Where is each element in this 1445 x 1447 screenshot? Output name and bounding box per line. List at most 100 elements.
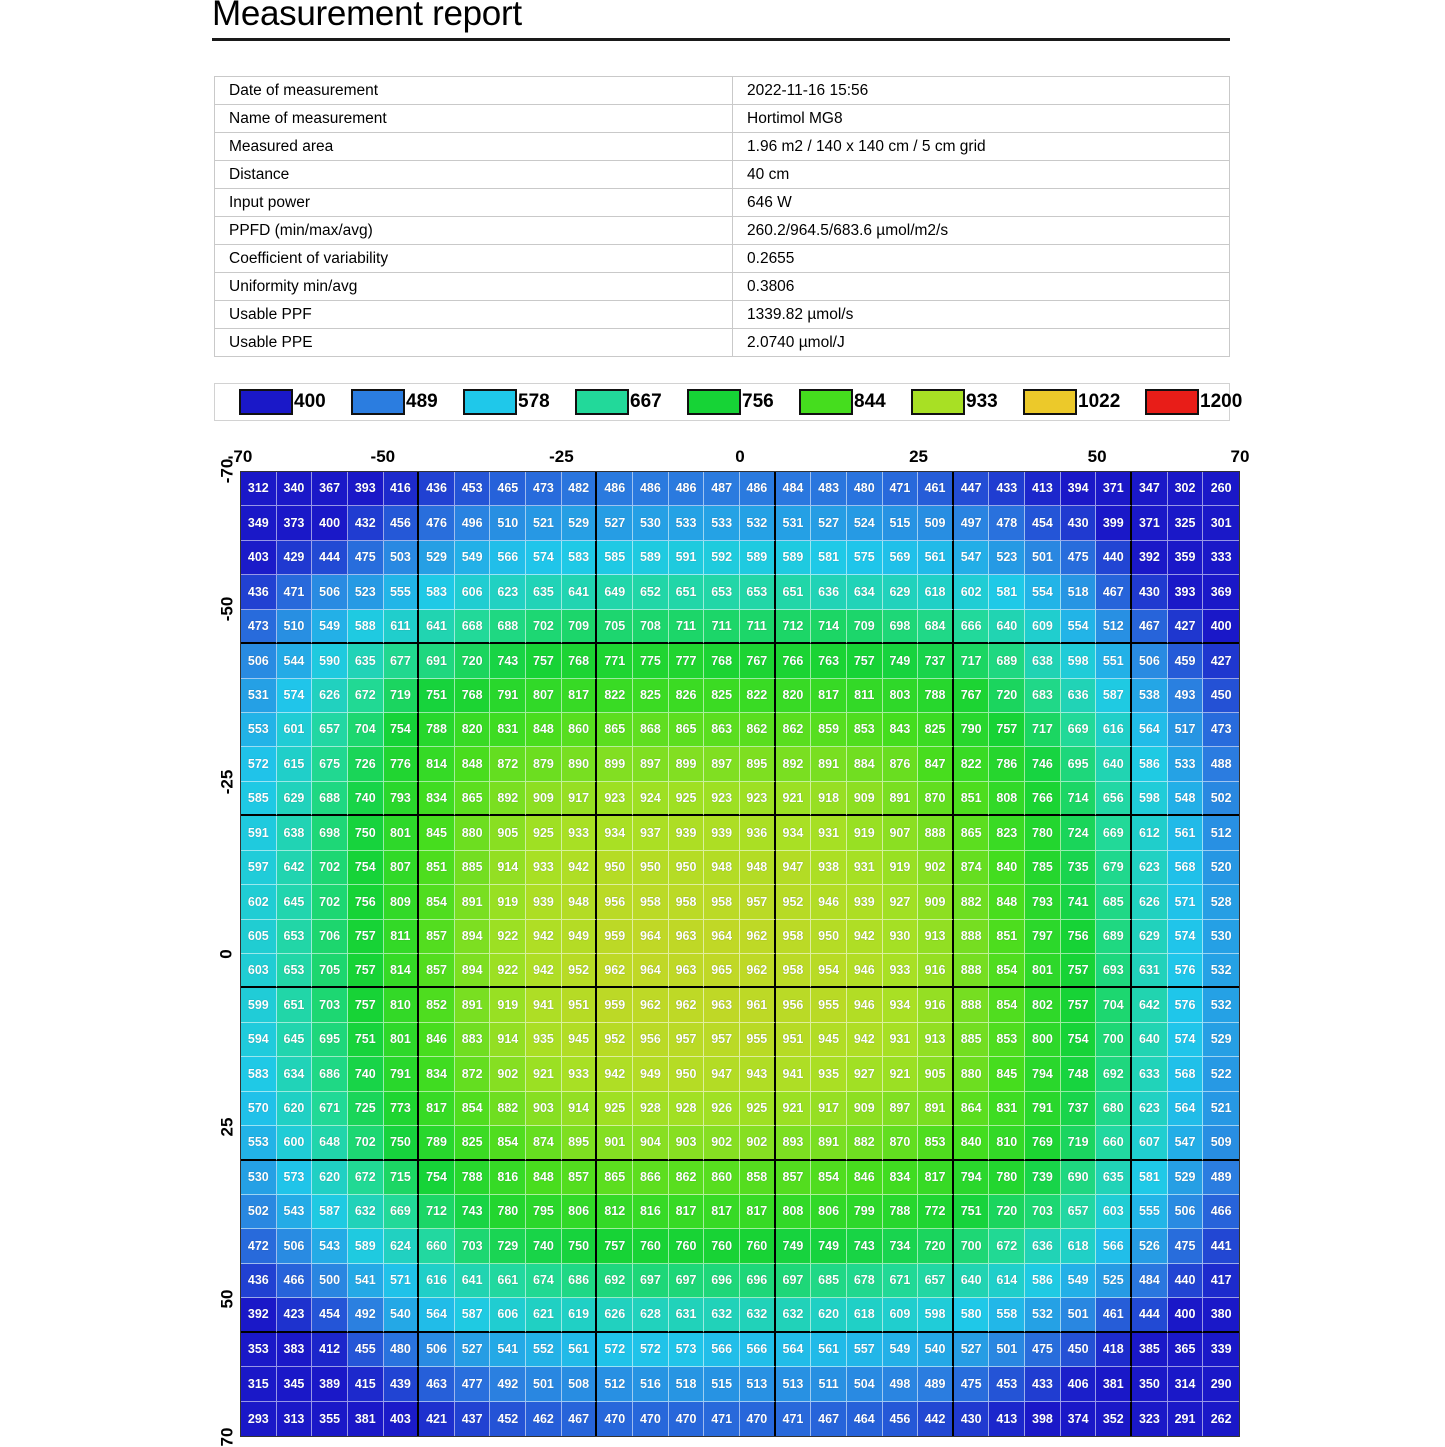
heatmap-cell: 750 xyxy=(347,816,384,851)
heatmap-cell: 935 xyxy=(526,1022,562,1058)
heatmap-cell: 711 xyxy=(739,609,776,645)
heatmap-cell: 864 xyxy=(953,1091,990,1127)
heatmap-cell: 746 xyxy=(1025,747,1061,782)
heatmap-cell: 508 xyxy=(561,1367,598,1402)
heatmap-cell: 754 xyxy=(419,1160,455,1195)
heatmap-cell: 588 xyxy=(347,609,384,645)
heatmap-cell: 492 xyxy=(347,1298,384,1333)
heatmap-cell: 369 xyxy=(1203,575,1239,610)
heatmap-cell: 862 xyxy=(668,1160,705,1195)
heatmap-cell: 874 xyxy=(953,850,990,886)
heatmap-cell: 951 xyxy=(775,1022,812,1058)
heatmap-cell: 857 xyxy=(775,1160,812,1195)
heatmap-cell: 825 xyxy=(704,678,740,713)
heatmap-cell: 486 xyxy=(668,472,705,507)
heatmap-cell: 398 xyxy=(1025,1401,1061,1436)
heatmap-cell: 726 xyxy=(347,747,384,782)
heatmap-cell: 865 xyxy=(597,712,634,748)
info-row: Usable PPE 2.0740 µmol/J xyxy=(213,328,1230,357)
heatmap-cell: 942 xyxy=(597,1057,634,1092)
heatmap-cell: 602 xyxy=(953,575,990,610)
heatmap-cell: 773 xyxy=(383,1091,420,1127)
heatmap-cell: 794 xyxy=(953,1160,990,1195)
heatmap-cell: 339 xyxy=(1203,1332,1239,1368)
heatmap-cell: 923 xyxy=(704,781,740,817)
heatmap-cell: 623 xyxy=(1132,850,1168,886)
info-row-value: 2.0740 µmol/J xyxy=(732,328,1230,357)
heatmap-cell: 380 xyxy=(1203,1298,1239,1333)
heatmap-cell: 811 xyxy=(846,678,883,713)
heatmap-cell: 708 xyxy=(633,609,669,645)
heatmap-cell: 697 xyxy=(668,1263,705,1299)
heatmap-cell: 928 xyxy=(668,1091,705,1127)
x-axis-tick-label: 25 xyxy=(909,447,929,466)
heatmap-cell: 817 xyxy=(704,1194,740,1230)
legend-item: 667 xyxy=(575,389,662,415)
heatmap-cell: 421 xyxy=(419,1401,455,1436)
info-row-value: 0.3806 xyxy=(732,272,1230,301)
heatmap-cell: 807 xyxy=(526,678,562,713)
heatmap-cell: 416 xyxy=(383,472,420,507)
heatmap-cell: 808 xyxy=(775,1194,812,1230)
heatmap-cell: 333 xyxy=(1203,540,1239,576)
heatmap-cell: 717 xyxy=(1025,712,1061,748)
heatmap-cell: 417 xyxy=(1203,1263,1239,1299)
heatmap-cell: 703 xyxy=(312,988,348,1023)
heatmap-cell: 946 xyxy=(846,988,883,1023)
heatmap-cell: 958 xyxy=(668,885,705,920)
legend-label: 844 xyxy=(854,391,886,412)
heatmap-cell: 502 xyxy=(241,1194,277,1230)
heatmap-cell: 470 xyxy=(597,1401,634,1436)
heatmap-cell: 892 xyxy=(775,747,812,782)
heatmap-cell: 603 xyxy=(241,953,277,989)
heatmap-cell: 523 xyxy=(347,575,384,610)
heatmap-cell: 720 xyxy=(989,678,1026,713)
heatmap-cell: 902 xyxy=(704,1126,740,1161)
heatmap-cell: 583 xyxy=(561,540,598,576)
heatmap-cell: 672 xyxy=(347,1160,384,1195)
heatmap-cell: 766 xyxy=(1025,781,1061,817)
heatmap-cell: 724 xyxy=(1060,816,1097,851)
heatmap-cell: 609 xyxy=(882,1298,919,1333)
heatmap-cell: 440 xyxy=(1167,1263,1204,1299)
heatmap-cell: 931 xyxy=(811,816,847,851)
heatmap-cell: 894 xyxy=(454,953,491,989)
heatmap-cell: 717 xyxy=(953,644,990,679)
heatmap-cell: 739 xyxy=(1025,1160,1061,1195)
heatmap-cell: 470 xyxy=(739,1401,776,1436)
y-axis-tick-label: 0 xyxy=(217,949,236,959)
heatmap-cell: 956 xyxy=(775,988,812,1023)
heatmap-cell: 359 xyxy=(1167,540,1204,576)
heatmap-cell: 848 xyxy=(526,712,562,748)
heatmap-cell: 573 xyxy=(276,1160,313,1195)
heatmap-cell: 946 xyxy=(811,885,847,920)
heatmap-cell: 958 xyxy=(704,885,740,920)
heatmap-cell: 383 xyxy=(276,1332,313,1368)
heatmap-cell: 743 xyxy=(846,1229,883,1264)
heatmap-cell: 760 xyxy=(633,1229,669,1264)
heatmap-cell: 510 xyxy=(276,609,313,645)
heatmap-cell: 801 xyxy=(1025,953,1061,989)
info-row: Input power 646 W xyxy=(213,188,1230,217)
heatmap-cell: 601 xyxy=(276,712,313,748)
heatmap-cell: 475 xyxy=(1025,1332,1061,1368)
legend-item: 578 xyxy=(463,389,550,415)
heatmap-cell: 894 xyxy=(454,919,491,954)
heatmap-cell: 720 xyxy=(989,1194,1026,1230)
heatmap-cell: 418 xyxy=(1096,1332,1133,1368)
heatmap-cell: 561 xyxy=(918,540,954,576)
heatmap-cell: 903 xyxy=(668,1126,705,1161)
heatmap-cell: 756 xyxy=(347,885,384,920)
page-title: Measurement report xyxy=(212,0,522,33)
heatmap-cell: 602 xyxy=(241,885,277,920)
heatmap-cell: 501 xyxy=(1025,540,1061,576)
heatmap-cell: 260 xyxy=(1203,472,1239,507)
heatmap-cell: 524 xyxy=(846,506,883,541)
heatmap-cell: 657 xyxy=(918,1263,954,1299)
heatmap-cell: 963 xyxy=(668,953,705,989)
heatmap-cell: 555 xyxy=(1132,1194,1168,1230)
legend-label: 756 xyxy=(742,391,774,412)
heatmap-cell: 516 xyxy=(633,1367,669,1402)
heatmap-cell: 766 xyxy=(775,644,812,679)
heatmap-cell: 809 xyxy=(383,885,420,920)
